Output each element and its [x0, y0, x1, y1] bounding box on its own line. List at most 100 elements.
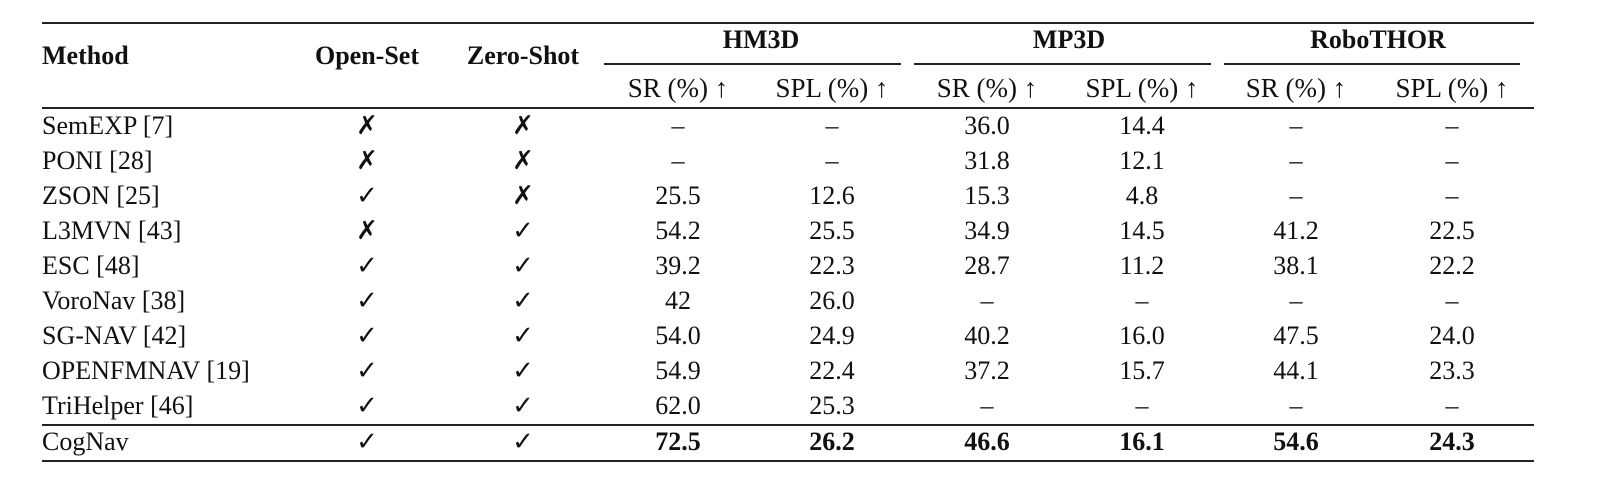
table-cell: 16.1 [1119, 427, 1165, 456]
table-cell: 28.7 [964, 251, 1010, 280]
table-cell: – [671, 111, 685, 140]
table-cell: 36.0 [964, 111, 1010, 140]
cross-icon: ✗ [356, 146, 378, 175]
table-cell: 15.3 [964, 181, 1010, 210]
cross-icon: ✗ [356, 111, 378, 140]
check-icon: ✓ [356, 356, 378, 385]
table-cell: – [1445, 111, 1459, 140]
cross-icon: ✗ [512, 146, 534, 175]
method-name: L3MVN [43] [42, 216, 182, 245]
table-cell: 22.2 [1429, 251, 1475, 280]
table-cell: 54.9 [655, 356, 701, 385]
table-cell: 14.4 [1119, 111, 1165, 140]
table-cell: 14.5 [1119, 216, 1165, 245]
table-cell: 40.2 [964, 321, 1010, 350]
method-name: OPENFMNAV [19] [42, 356, 250, 385]
table-cell: – [1289, 181, 1303, 210]
header-subcol: SR (%) ↑ [936, 73, 1038, 103]
table-cell: 54.0 [655, 321, 701, 350]
method-name: TriHelper [46] [42, 391, 194, 420]
table-cell: 15.7 [1119, 356, 1165, 385]
method-name: ESC [48] [42, 251, 140, 280]
check-icon: ✓ [512, 427, 534, 456]
table-cell: – [1289, 391, 1303, 420]
table-cell: – [1289, 286, 1303, 315]
method-name: PONI [28] [42, 146, 153, 175]
cross-icon: ✗ [512, 181, 534, 210]
table-cell: – [1445, 391, 1459, 420]
check-icon: ✓ [512, 321, 534, 350]
table-cell: 24.9 [809, 321, 855, 350]
table-cell: – [825, 111, 839, 140]
table-cell: 26.2 [809, 427, 855, 456]
header-subcol: SPL (%) ↑ [1085, 73, 1199, 103]
table-cell: – [980, 286, 994, 315]
check-icon: ✓ [356, 251, 378, 280]
check-icon: ✓ [356, 181, 378, 210]
top-rule [42, 22, 1534, 24]
check-icon: ✓ [356, 427, 378, 456]
table-cell: 12.6 [809, 181, 855, 210]
cross-icon: ✗ [512, 111, 534, 140]
table-cell: 31.8 [964, 146, 1010, 175]
header-rule [42, 107, 1534, 109]
results-table: Method Open-Set Zero-Shot HM3D MP3D Robo… [42, 0, 1579, 493]
header-subcol: SPL (%) ↑ [1395, 73, 1509, 103]
check-icon: ✓ [356, 391, 378, 420]
table-cell: 12.1 [1119, 146, 1165, 175]
header-open-set: Open-Set [315, 41, 419, 70]
group-underline-hm3d [604, 63, 901, 65]
header-group-mp3d: MP3D [1032, 25, 1106, 54]
table-cell: 24.0 [1429, 321, 1475, 350]
check-icon: ✓ [512, 391, 534, 420]
check-icon: ✓ [356, 321, 378, 350]
table-cell: 25.5 [655, 181, 701, 210]
table-cell: – [1445, 181, 1459, 210]
table-cell: – [1135, 286, 1149, 315]
table-cell: 11.2 [1119, 251, 1165, 280]
table-cell: 24.3 [1429, 427, 1475, 456]
method-name: CogNav [42, 427, 129, 456]
header-group-robothor: RoboTHOR [1310, 25, 1446, 54]
header-group-hm3d: HM3D [722, 25, 800, 54]
table-cell: – [980, 391, 994, 420]
method-name: SemEXP [7] [42, 111, 174, 140]
table-cell: 25.5 [809, 216, 855, 245]
table-cell: 44.1 [1273, 356, 1319, 385]
table-cell: 54.6 [1273, 427, 1319, 456]
table-cell: – [1289, 111, 1303, 140]
check-icon: ✓ [356, 286, 378, 315]
table-cell: 46.6 [964, 427, 1010, 456]
header-subcol: SPL (%) ↑ [775, 73, 889, 103]
header-subcol: SR (%) ↑ [627, 73, 729, 103]
group-underline-mp3d [914, 63, 1211, 65]
table-cell: – [671, 146, 685, 175]
group-underline-robothor [1224, 63, 1520, 65]
check-icon: ✓ [512, 356, 534, 385]
table-cell: 41.2 [1273, 216, 1319, 245]
table-cell: – [1289, 146, 1303, 175]
table-cell: – [1135, 391, 1149, 420]
cross-icon: ✗ [356, 216, 378, 245]
table-cell: 16.0 [1119, 321, 1165, 350]
table-cell: 39.2 [655, 251, 701, 280]
header-method: Method [42, 41, 129, 70]
table-cell: 34.9 [964, 216, 1010, 245]
table-cell: 22.5 [1429, 216, 1475, 245]
check-icon: ✓ [512, 286, 534, 315]
header-subcol: SR (%) ↑ [1245, 73, 1347, 103]
method-name: VoroNav [38] [42, 286, 186, 315]
table-cell: 25.3 [809, 391, 855, 420]
table-cell: 23.3 [1429, 356, 1475, 385]
method-name: ZSON [25] [42, 181, 160, 210]
table-cell: 62.0 [655, 391, 701, 420]
table-cell: 38.1 [1273, 251, 1319, 280]
table-cell: 37.2 [964, 356, 1010, 385]
check-icon: ✓ [512, 216, 534, 245]
table-cell: 22.4 [809, 356, 855, 385]
method-name: SG-NAV [42] [42, 321, 187, 350]
table-cell: – [825, 146, 839, 175]
table-cell: 72.5 [655, 427, 701, 456]
table-cell: 54.2 [655, 216, 701, 245]
table-cell: 42 [665, 286, 691, 315]
